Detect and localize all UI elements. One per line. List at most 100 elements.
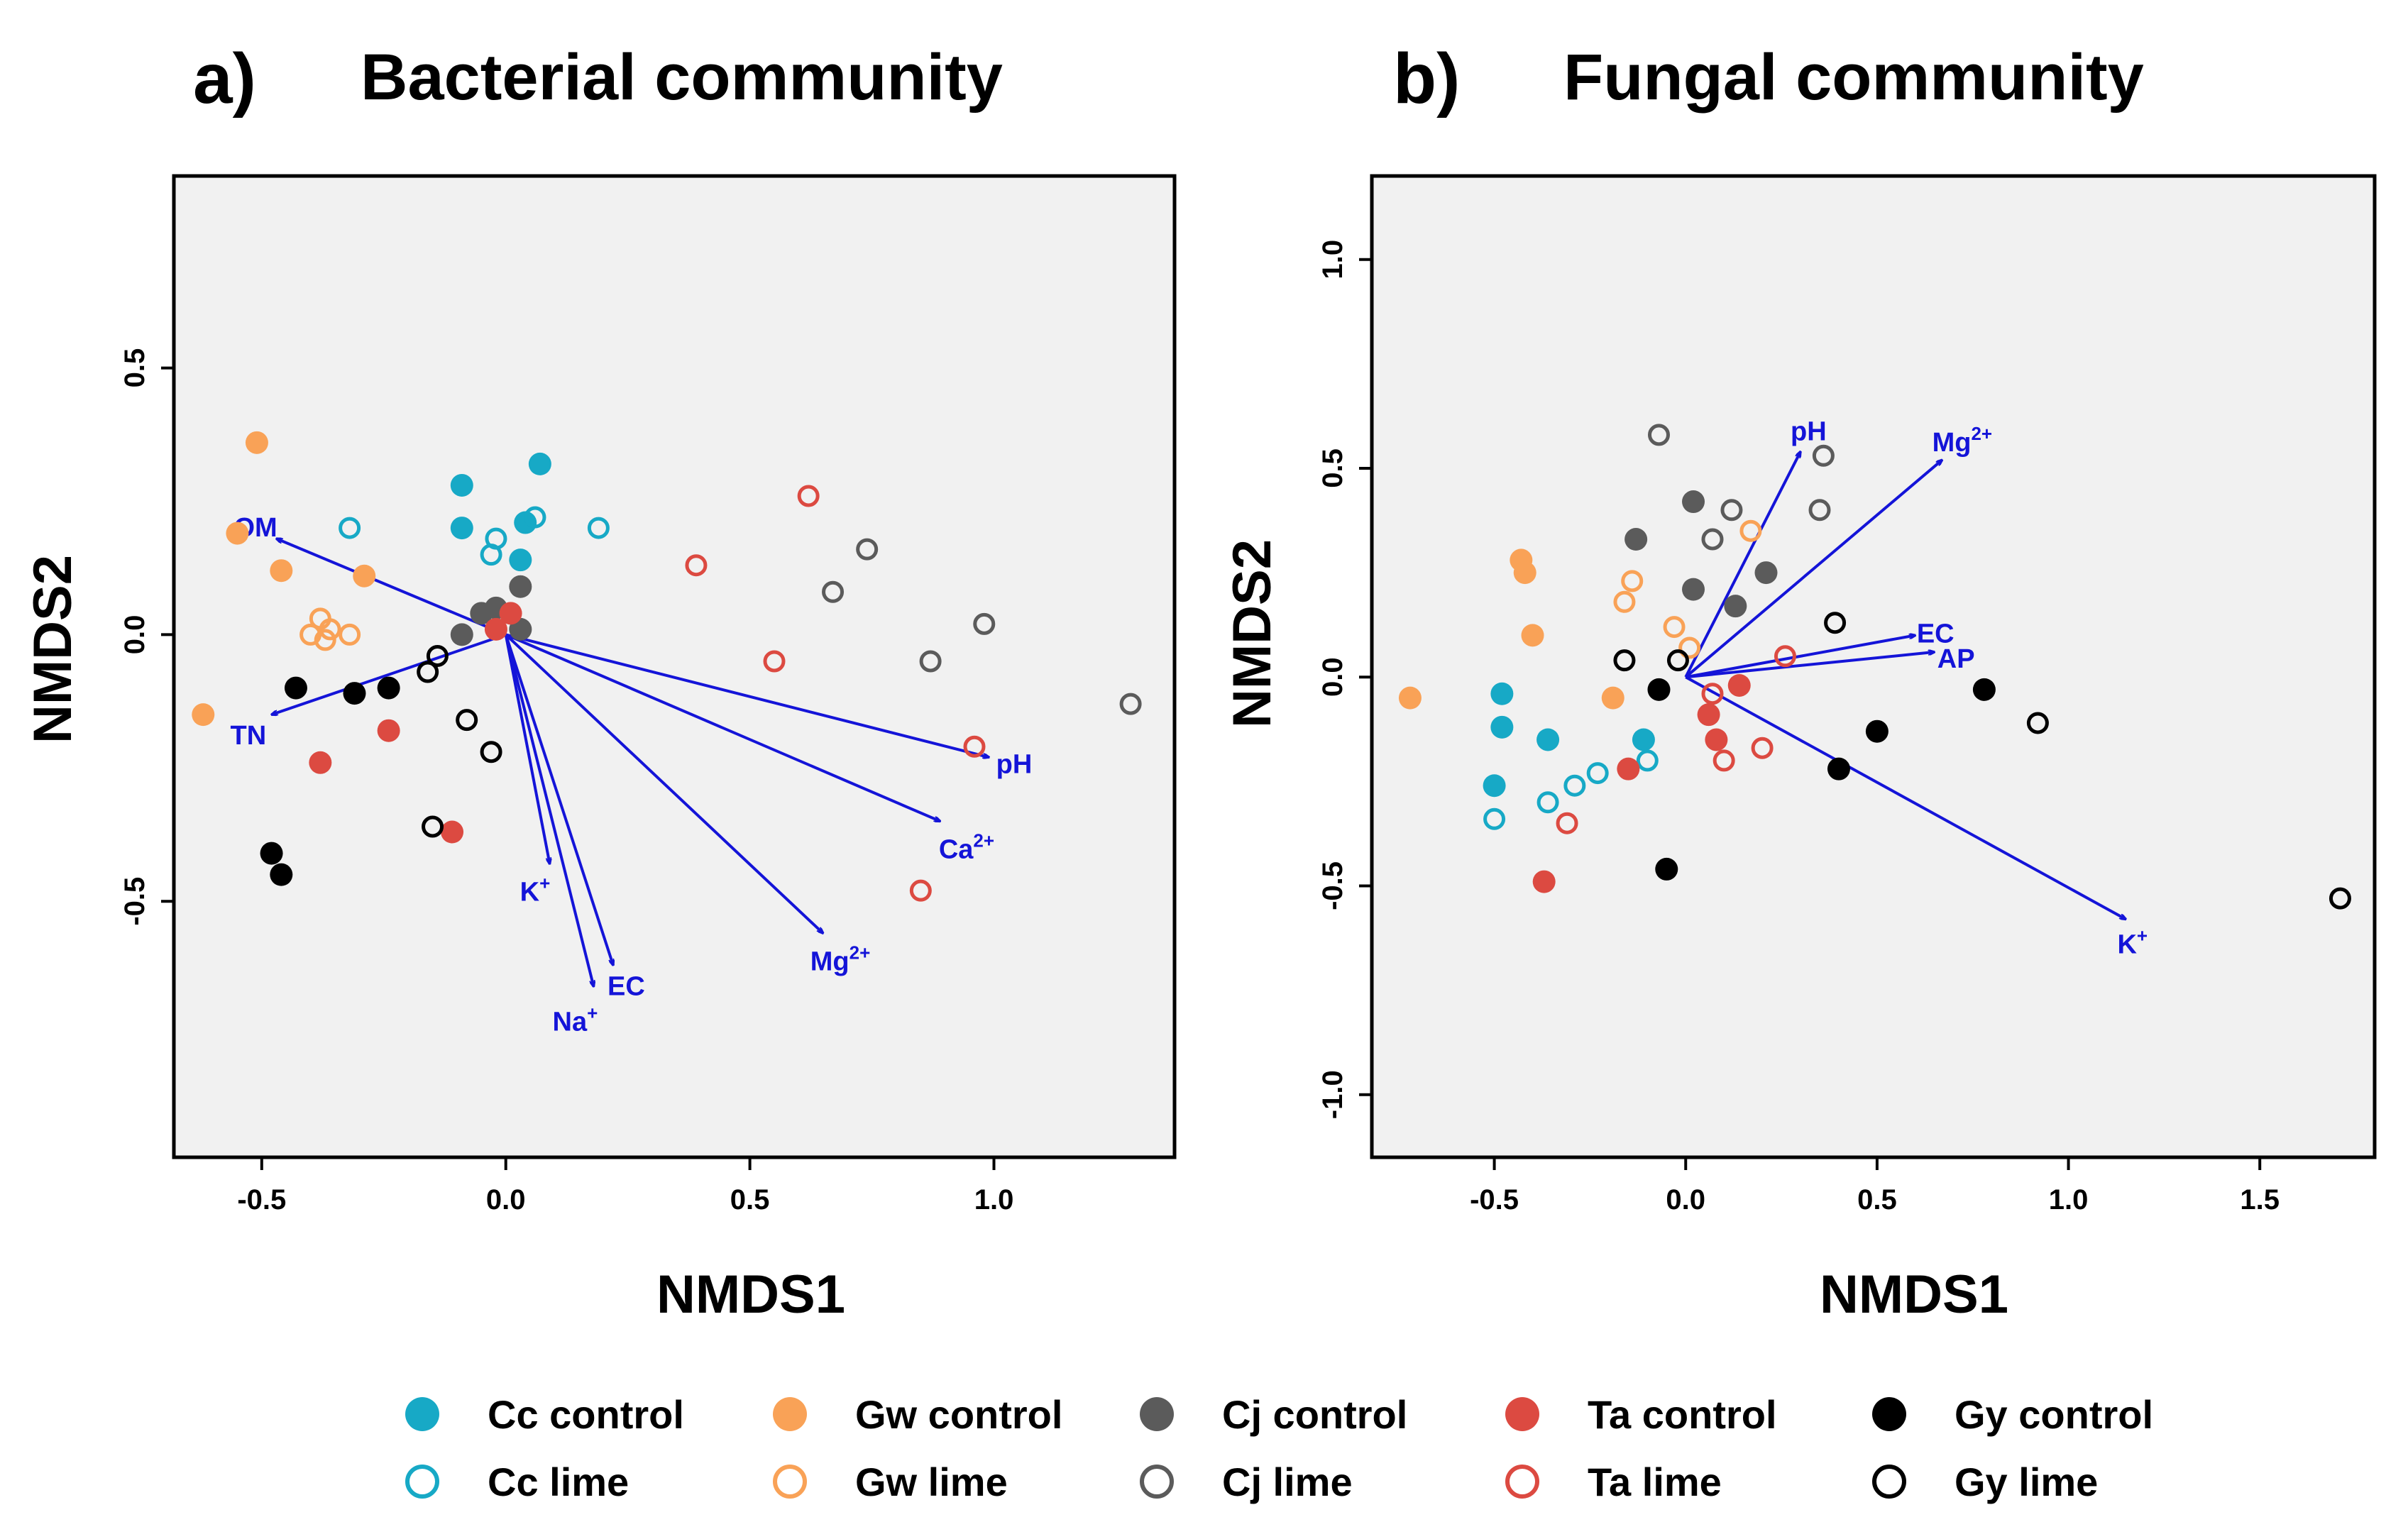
vector-label-mg: Mg2+ (1933, 423, 1993, 458)
vector-arrow-ph (505, 633, 989, 757)
vector-arrow-ph (1684, 451, 1800, 678)
panel-bacterial: a) Bacterial community -0.5 0.0 0.5 1.0-0.5… (23, 39, 1177, 1325)
legend-label: Ta control (1588, 1392, 1777, 1437)
point-cj-control (1624, 528, 1648, 551)
panel-a-title: Bacterial community (361, 41, 1003, 114)
point-gw-lime (319, 618, 341, 641)
point-gw-lime (1663, 616, 1686, 639)
panel-b-letter: b) (1393, 39, 1460, 118)
legend-label: Cj lime (1222, 1460, 1353, 1504)
point-ta-lime (797, 485, 820, 507)
vector-label-ph: pH (996, 749, 1033, 779)
point-gy-lime (1824, 612, 1847, 634)
panel-b-title: Fungal community (1563, 41, 2144, 114)
y-tick-label: -0.5 (119, 877, 150, 926)
point-ta-lime (963, 735, 986, 758)
vector-arrow-k (504, 634, 550, 864)
panel-fungal: b) Fungal community -0.5 0.0 0.5 1.0 1.5 -1.0… (1222, 39, 2377, 1325)
panel-a-axis-ticks: -0.5 0.0 0.5 1.0 -0.5 0.0 0.5 (119, 348, 1013, 1215)
point-cj-lime (856, 538, 879, 561)
point-cc-lime (587, 517, 610, 539)
vector-arrow-ec (1685, 635, 1915, 679)
point-gy-lime (417, 661, 439, 683)
legend-marker-gy-control (1872, 1397, 1906, 1431)
point-cj-lime (1119, 693, 1142, 715)
point-cc-lime (1563, 774, 1586, 797)
panel-a-ylabel: NMDS2 (23, 555, 83, 744)
panel-b-axis-ticks: -0.5 0.0 0.5 1.0 1.5 -1.0 -0.5 0.0 0.5 1.0 (1317, 240, 2280, 1215)
point-gy-control (284, 676, 307, 700)
point-gw-control (1398, 686, 1422, 710)
panel-a-plot-area (172, 174, 1177, 1159)
point-gw-lime (1739, 519, 1762, 542)
panel-b-ylabel: NMDS2 (1222, 539, 1282, 728)
point-gy-control (1972, 678, 1996, 701)
point-gy-lime (2026, 712, 2049, 734)
legend-label: Cc control (488, 1392, 684, 1437)
point-gw-control (192, 703, 215, 727)
vector-arrow-ec (504, 634, 613, 965)
point-gy-control (1827, 757, 1850, 781)
x-tick-label: 0.5 (1857, 1184, 1897, 1215)
legend-marker-gw-control (773, 1397, 807, 1431)
point-gw-control (226, 522, 249, 545)
legend-label: Ta lime (1588, 1460, 1722, 1504)
point-ta-control (309, 751, 332, 774)
point-ta-control (484, 617, 507, 641)
point-gw-control (353, 564, 376, 588)
y-tick-label: 1.0 (1317, 240, 1348, 280)
point-cj-control (509, 575, 532, 598)
point-gy-lime (422, 815, 444, 838)
point-gy-control (1655, 857, 1678, 881)
vector-label-mg: Mg2+ (810, 942, 871, 976)
x-tick-label: -0.5 (1470, 1184, 1519, 1215)
point-gy-lime (1613, 649, 1636, 672)
point-gy-lime (2329, 887, 2351, 910)
legend-marker-cc-control (405, 1397, 439, 1431)
vector-label-ap: AP (1937, 644, 1975, 674)
panel-b-points (1398, 424, 2351, 910)
point-ta-lime (763, 650, 786, 673)
x-tick-label: 0.0 (486, 1184, 526, 1215)
point-cj-control (1682, 490, 1705, 514)
point-gw-control (1513, 561, 1536, 585)
vector-label-tn: TN (231, 721, 267, 751)
point-cc-lime (480, 544, 502, 566)
y-tick-label: 0.5 (1317, 448, 1348, 488)
point-cc-control (1490, 682, 1514, 705)
vector-label-ph: pH (1791, 417, 1827, 446)
point-ta-control (441, 820, 464, 844)
legend-marker-gw-lime (773, 1465, 807, 1499)
legend-marker-gy-lime (1872, 1465, 1906, 1499)
vector-arrow-ca (505, 633, 940, 823)
y-tick-label: 0.0 (1317, 657, 1348, 697)
legend-label: Gy control (1955, 1392, 2153, 1437)
point-ta-lime (1701, 683, 1724, 705)
point-ta-control (1727, 673, 1751, 697)
x-tick-label: 1.0 (2049, 1184, 2089, 1215)
y-tick-label: -1.0 (1317, 1070, 1348, 1119)
point-cj-lime (1812, 444, 1835, 467)
legend-label: Gw control (855, 1392, 1062, 1437)
point-gw-lime (1678, 636, 1701, 659)
point-cj-lime (1808, 499, 1831, 522)
vector-label-k: K+ (520, 873, 551, 908)
x-tick-label: 1.0 (974, 1184, 1014, 1215)
x-tick-label: 0.5 (730, 1184, 770, 1215)
point-ta-lime (1751, 737, 1774, 759)
legend: Cc control Gw control Cj control Ta control… (405, 1392, 2153, 1504)
point-gy-control (270, 863, 293, 886)
vector-arrow-tn (272, 633, 507, 715)
vector-label-k: K+ (2117, 925, 2148, 960)
point-ta-control (1617, 757, 1640, 781)
point-cc-control (450, 517, 473, 540)
point-cc-control (1536, 728, 1560, 751)
y-tick-label: 0.5 (119, 348, 150, 388)
vector-arrow-ap (1686, 652, 1935, 679)
point-cj-control (1724, 595, 1747, 618)
point-cc-lime (1483, 807, 1506, 830)
point-cc-control (528, 452, 551, 475)
